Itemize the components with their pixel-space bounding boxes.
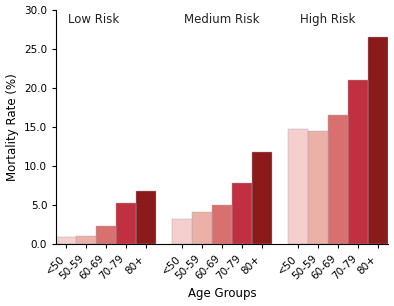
Bar: [232, 183, 253, 244]
Bar: [56, 237, 76, 244]
Bar: [309, 131, 329, 244]
Bar: [212, 205, 232, 244]
Text: High Risk: High Risk: [300, 13, 356, 26]
Bar: [368, 37, 388, 244]
Bar: [288, 129, 309, 244]
Bar: [136, 191, 156, 244]
Bar: [96, 226, 116, 244]
Text: Medium Risk: Medium Risk: [184, 13, 260, 26]
Text: Low Risk: Low Risk: [68, 13, 119, 26]
Bar: [253, 152, 272, 244]
X-axis label: Age Groups: Age Groups: [188, 287, 256, 300]
Bar: [116, 203, 136, 244]
Bar: [192, 212, 212, 244]
Bar: [172, 219, 192, 244]
Y-axis label: Mortality Rate (%): Mortality Rate (%): [6, 73, 19, 181]
Bar: [348, 80, 368, 244]
Bar: [76, 236, 96, 244]
Bar: [329, 115, 348, 244]
